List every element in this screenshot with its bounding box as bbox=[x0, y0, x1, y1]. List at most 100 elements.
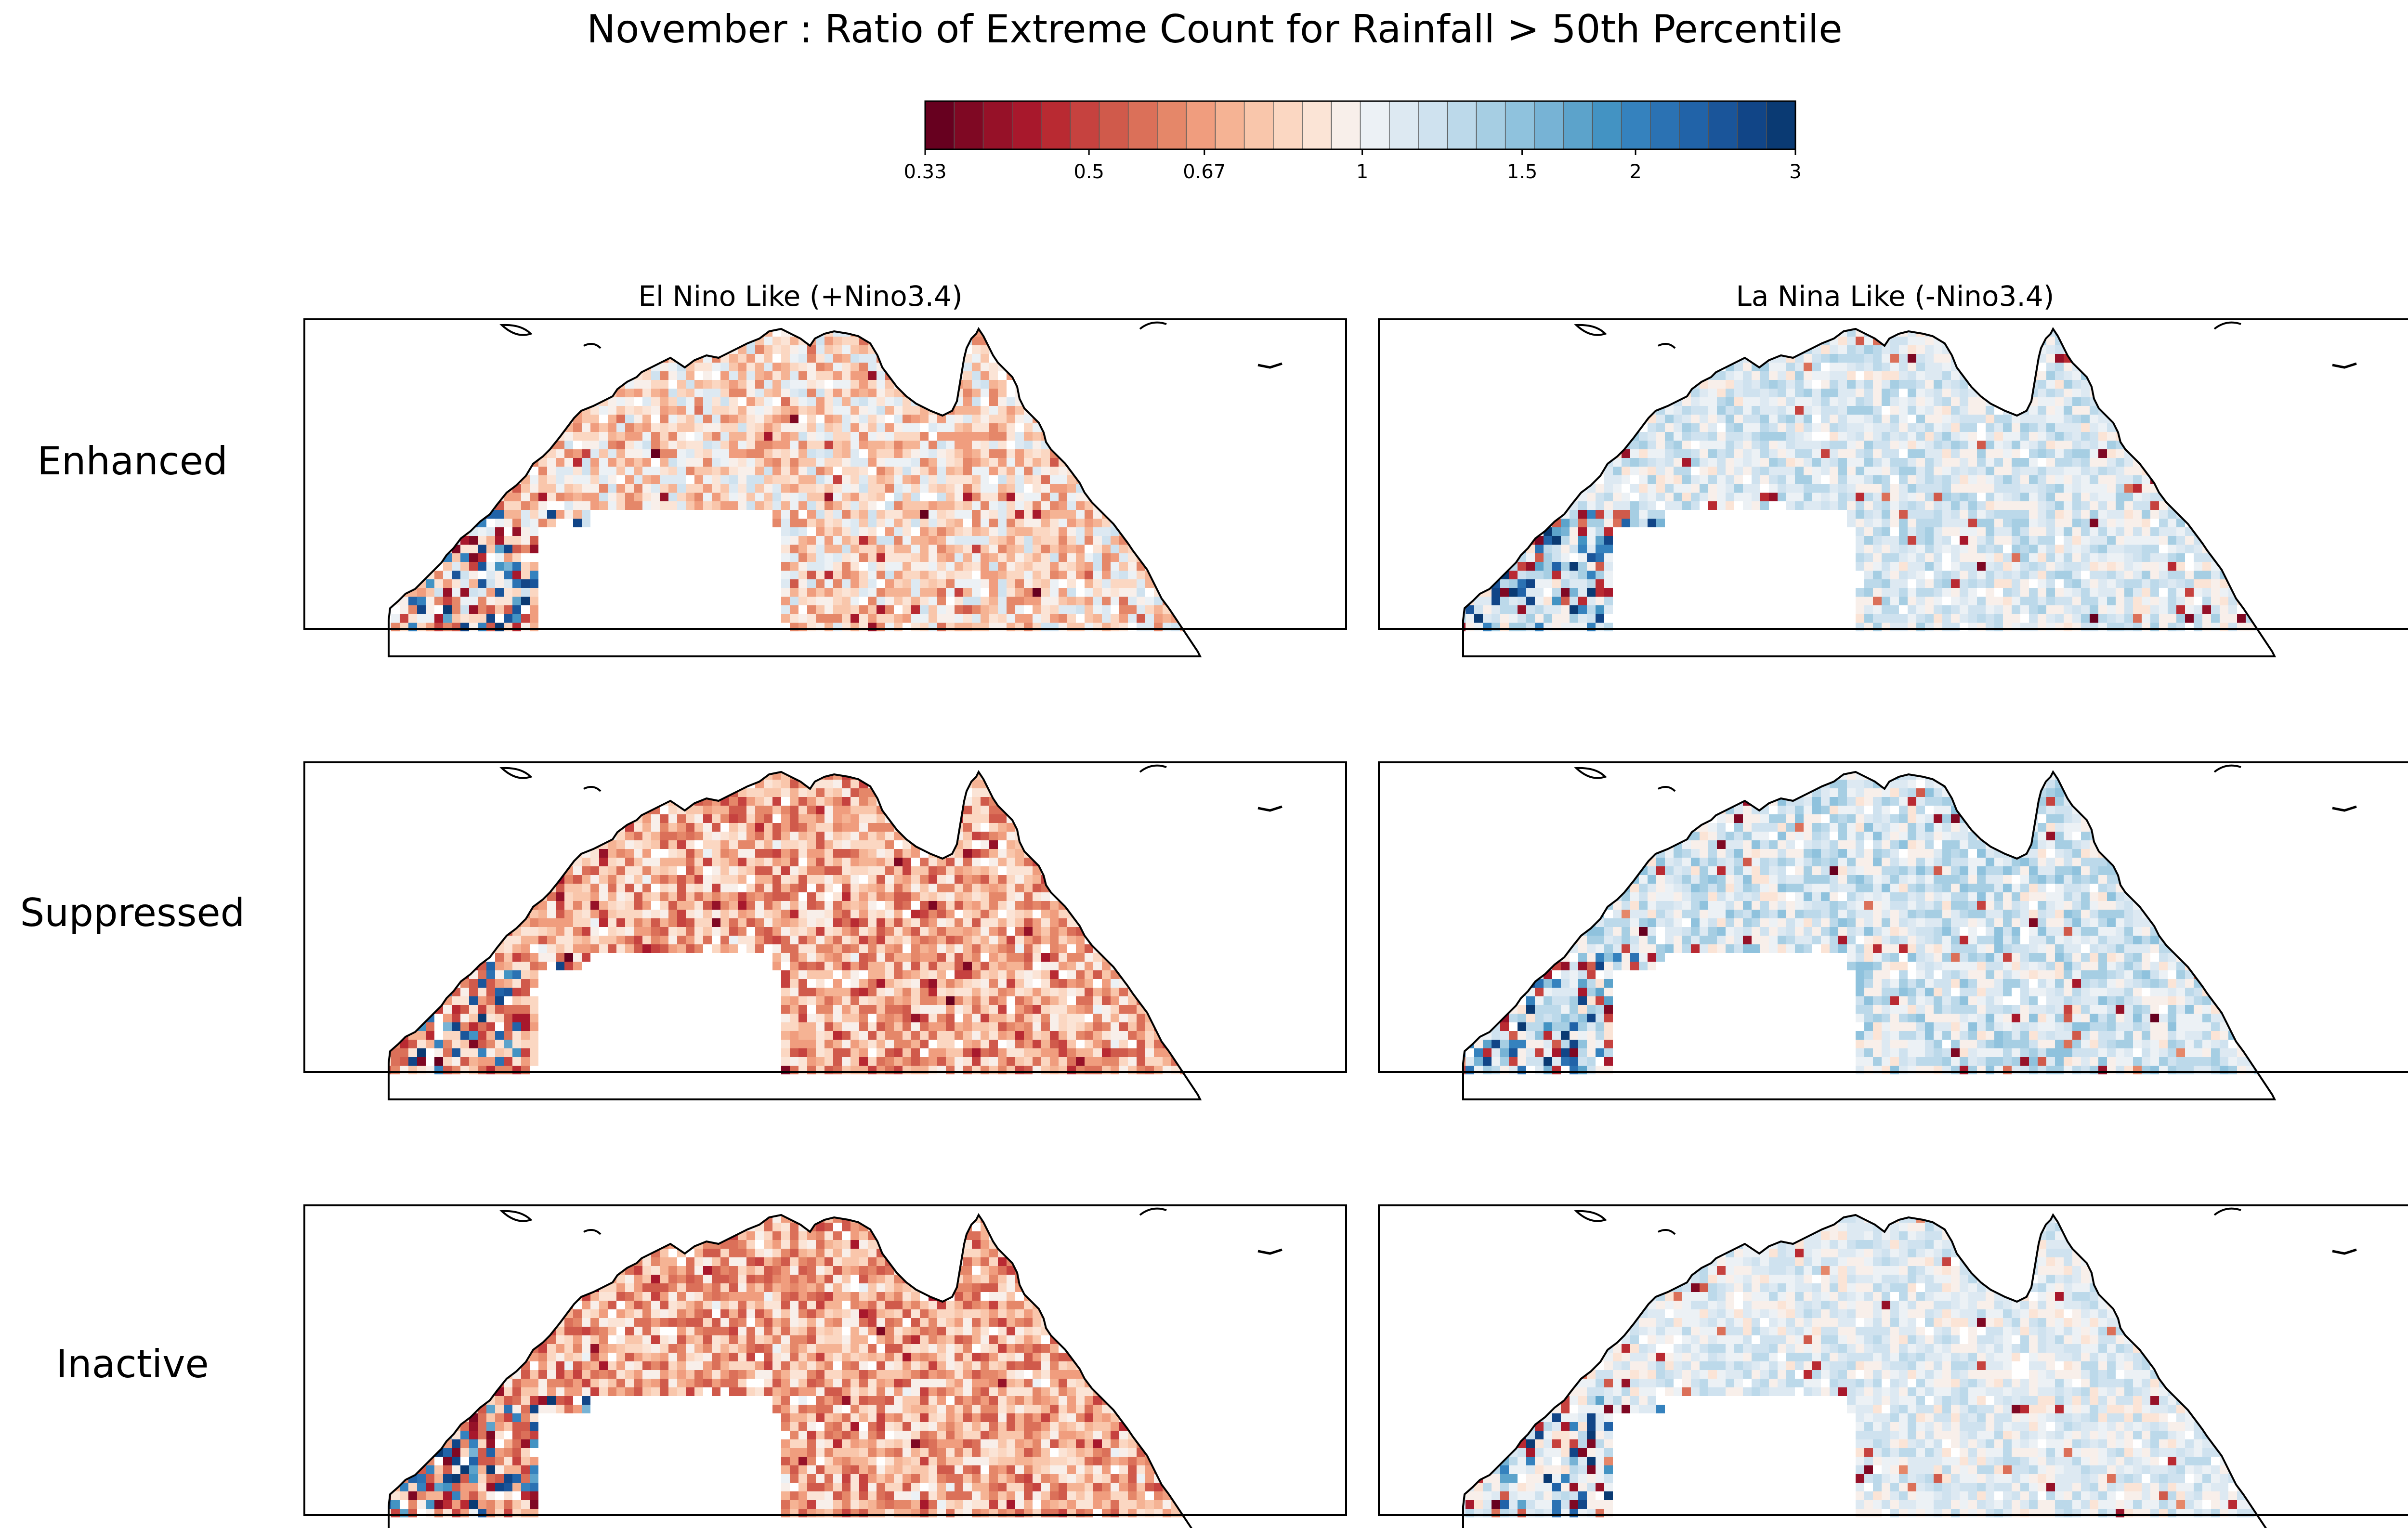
colorbar-tick-label: 3 bbox=[1789, 161, 1801, 183]
grid-cell bbox=[885, 519, 894, 527]
grid-cell bbox=[842, 467, 851, 475]
grid-cell bbox=[391, 389, 400, 397]
grid-cell bbox=[885, 423, 894, 432]
grid-cell bbox=[1050, 337, 1059, 345]
grid-cell bbox=[972, 380, 981, 389]
grid-cell bbox=[1215, 562, 1223, 571]
grid-cell bbox=[1197, 363, 1200, 371]
grid-cell bbox=[608, 363, 616, 371]
grid-cell bbox=[1310, 319, 1319, 328]
grid-cell bbox=[426, 423, 434, 432]
grid-cell bbox=[1137, 432, 1145, 441]
grid-cell bbox=[1258, 354, 1267, 363]
grid-cell bbox=[547, 415, 556, 423]
grid-cell bbox=[408, 579, 417, 588]
grid-cell bbox=[677, 441, 686, 449]
grid-cell bbox=[469, 423, 478, 432]
grid-cell bbox=[1007, 553, 1015, 562]
grid-cell bbox=[2046, 397, 2055, 406]
grid-cell bbox=[1163, 562, 1171, 571]
grid-cell bbox=[1293, 432, 1301, 441]
grid-cell bbox=[625, 493, 634, 501]
grid-cell bbox=[330, 363, 339, 371]
grid-cell bbox=[720, 449, 729, 458]
grid-cell bbox=[1960, 363, 1968, 371]
grid-cell bbox=[460, 519, 469, 527]
grid-cell bbox=[1180, 467, 1189, 475]
grid-cell bbox=[304, 458, 313, 467]
colorbar-tick-label: 0.33 bbox=[903, 161, 946, 183]
grid-cell bbox=[989, 441, 998, 449]
grid-cell bbox=[1024, 423, 1033, 432]
grid-cell bbox=[1163, 397, 1171, 406]
grid-cell bbox=[469, 458, 478, 467]
grid-cell bbox=[1509, 345, 1518, 354]
grid-cell bbox=[1232, 319, 1241, 328]
grid-cell bbox=[408, 449, 417, 458]
grid-cell bbox=[1578, 371, 1587, 380]
grid-cell bbox=[981, 354, 989, 363]
grid-cell bbox=[348, 588, 356, 597]
grid-cell bbox=[582, 449, 590, 458]
grid-cell bbox=[1050, 623, 1059, 631]
grid-cell bbox=[686, 397, 694, 406]
grid-cell bbox=[1630, 354, 1639, 363]
grid-cell bbox=[400, 475, 408, 484]
grid-cell bbox=[1180, 354, 1189, 363]
grid-cell bbox=[1821, 329, 1830, 337]
grid-cell bbox=[1925, 319, 1934, 328]
grid-cell bbox=[1033, 605, 1041, 614]
colorbar-segment bbox=[1534, 101, 1564, 150]
grid-cell bbox=[365, 510, 374, 519]
grid-cell bbox=[2402, 319, 2408, 328]
grid-cell bbox=[1041, 354, 1050, 363]
grid-cell bbox=[2107, 354, 2116, 363]
grid-cell bbox=[851, 432, 859, 441]
grid-cell bbox=[1838, 337, 1847, 345]
grid-cell bbox=[1700, 329, 1708, 337]
grid-cell bbox=[1769, 389, 1778, 397]
grid-cell bbox=[790, 597, 798, 605]
grid-cell bbox=[1171, 475, 1180, 484]
grid-cell bbox=[1171, 562, 1180, 571]
grid-cell bbox=[434, 545, 443, 553]
grid-cell bbox=[1726, 319, 1734, 328]
grid-cell bbox=[807, 449, 816, 458]
grid-cell bbox=[1890, 371, 1899, 380]
grid-cell bbox=[2384, 354, 2393, 363]
grid-cell bbox=[1960, 389, 1968, 397]
grid-cell bbox=[963, 441, 972, 449]
grid-cell bbox=[1448, 363, 1457, 371]
grid-cell bbox=[486, 354, 495, 363]
grid-cell bbox=[1059, 545, 1067, 553]
grid-cell bbox=[1301, 527, 1310, 536]
grid-cell bbox=[1864, 319, 1873, 328]
grid-cell bbox=[495, 363, 504, 371]
grid-cell bbox=[1301, 519, 1310, 527]
grid-cell bbox=[2263, 329, 2272, 337]
grid-cell bbox=[434, 484, 443, 493]
grid-cell bbox=[530, 415, 538, 423]
grid-cell bbox=[512, 501, 521, 510]
grid-cell bbox=[894, 406, 903, 415]
grid-cell bbox=[478, 432, 486, 441]
grid-cell bbox=[1301, 562, 1310, 571]
grid-cell bbox=[1015, 475, 1024, 484]
grid-cell bbox=[590, 329, 599, 337]
grid-cell bbox=[981, 432, 989, 441]
grid-cell bbox=[1059, 406, 1067, 415]
grid-cell bbox=[851, 623, 859, 631]
grid-cell bbox=[1163, 501, 1171, 510]
grid-cell bbox=[842, 371, 851, 380]
grid-cell bbox=[894, 423, 903, 432]
grid-cell bbox=[1093, 415, 1102, 423]
grid-cell bbox=[807, 354, 816, 363]
grid-cell bbox=[1986, 329, 1994, 337]
grid-cell bbox=[911, 553, 920, 562]
grid-cell bbox=[322, 363, 330, 371]
grid-cell bbox=[1015, 432, 1024, 441]
grid-cell bbox=[668, 329, 677, 337]
grid-cell bbox=[512, 337, 521, 345]
grid-cell bbox=[1431, 363, 1440, 371]
grid-cell bbox=[304, 345, 313, 354]
